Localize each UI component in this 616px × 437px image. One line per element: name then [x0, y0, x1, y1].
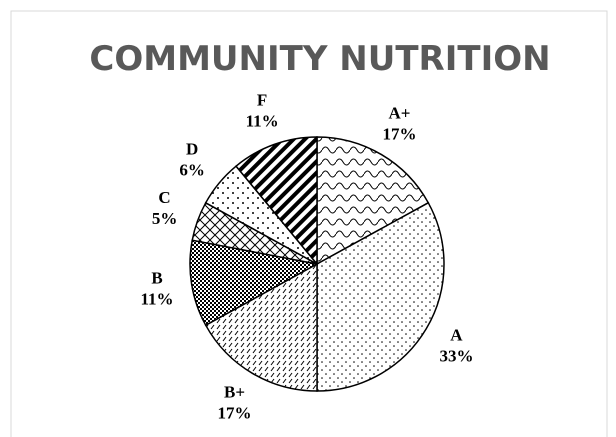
frame	[10, 10, 608, 437]
slice-value-label: 11%	[246, 112, 279, 131]
pie-slice	[316, 201, 445, 392]
slice-category-label: F	[257, 91, 267, 110]
slice-value-label: 11%	[140, 289, 173, 308]
slice-category-label: B+	[224, 382, 245, 401]
chart-title: COMMUNITY NUTRITION	[89, 39, 550, 79]
slice-category-label: D	[186, 140, 198, 159]
slice-category-label: A	[450, 325, 463, 344]
slice-category-label: C	[158, 188, 170, 207]
slice-value-label: 5%	[152, 209, 178, 228]
pie-slice	[316, 136, 430, 266]
slice-value-label: 6%	[179, 161, 205, 180]
slice-value-label: 17%	[218, 403, 252, 422]
slice-category-label: B	[151, 268, 162, 287]
slice-value-label: 33%	[439, 346, 473, 365]
pie-slice	[189, 239, 320, 327]
pie-slice	[234, 136, 318, 267]
slice-value-label: 17%	[382, 125, 416, 144]
slice-category-label: A+	[388, 104, 410, 123]
pie-slice	[204, 262, 318, 392]
